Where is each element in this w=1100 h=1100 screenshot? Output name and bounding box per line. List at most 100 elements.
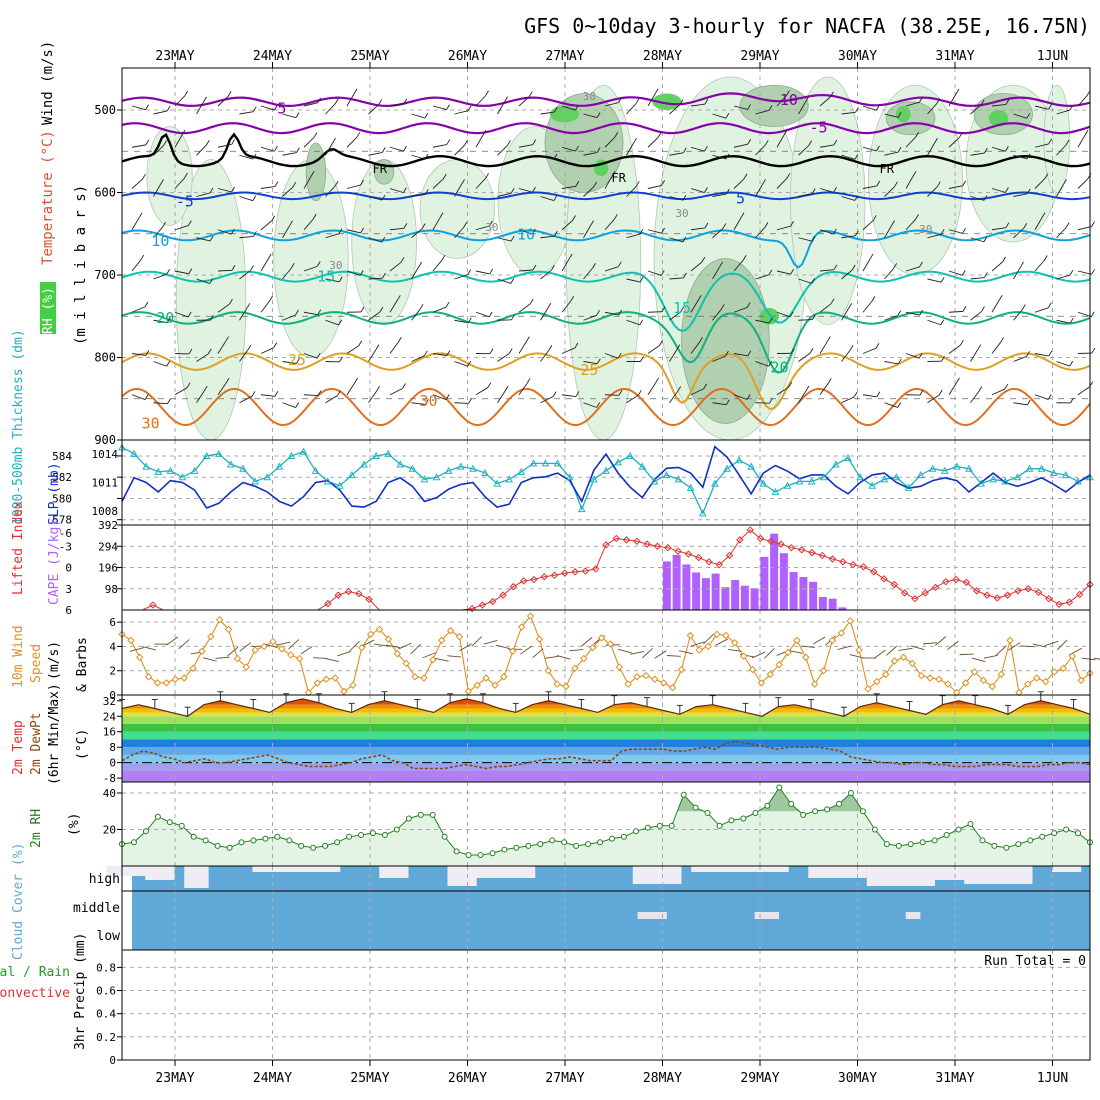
upper-wind-barb-flag: [936, 98, 941, 104]
li-ylabel-top: -6: [59, 527, 72, 540]
wind10-point: [509, 647, 517, 655]
upper-wind-barb: [1077, 178, 1089, 189]
upper-wind-barb: [647, 93, 656, 107]
thickness-point: [335, 481, 344, 489]
upper-wind-barb: [303, 394, 319, 397]
upper-wind-barb: [647, 137, 659, 148]
thickness-point: [590, 475, 598, 483]
upper-wind-barb-flag: [396, 295, 401, 301]
upper-wind-barb: [841, 308, 850, 321]
rh-label-3: 30: [919, 223, 932, 236]
upper-ylabel-600: 600: [94, 186, 116, 200]
upper-wind-barb-flag: [940, 319, 945, 325]
upper-wind-barb: [325, 142, 333, 156]
lifted-index-point: [993, 594, 1002, 602]
rh2m-point: [812, 808, 819, 815]
wind10-barb: [642, 648, 653, 659]
rh2m-point: [226, 844, 233, 851]
upper-wind-barb-flag: [786, 173, 791, 179]
rh2m-point: [800, 811, 807, 818]
upper-wind-barb-flag: [788, 381, 793, 388]
wind-ylabel-6: 6: [109, 616, 116, 629]
upper-wind-barb-flag: [875, 343, 880, 349]
upper-wind-barb-flag: [833, 187, 837, 193]
lifted-index-point: [942, 577, 950, 586]
upper-wind-barb-flag: [354, 377, 359, 384]
isotherm-label-14: 25: [288, 351, 306, 369]
lifted-index-point: [550, 571, 559, 579]
isotherm-10: [121, 229, 1091, 269]
cloud-gap-mid: [106, 866, 155, 876]
upper-wind-barb-flag: [811, 278, 816, 284]
rh-label-0: 30: [329, 259, 342, 272]
upper-wind-barb: [776, 178, 788, 189]
upper-wind-barb-flag: [313, 132, 318, 138]
thickness-point: [698, 509, 707, 517]
upper-wind-barb: [733, 217, 742, 230]
wind10-barb: [361, 639, 375, 647]
upper-wind-barb-flag: [510, 188, 515, 194]
upper-wind-barb-flag: [468, 398, 472, 404]
thickness-point: [1049, 468, 1058, 476]
wind10-barb: [556, 655, 571, 660]
upper-wind-barb-flag: [203, 385, 208, 392]
wind10-point: [544, 667, 552, 675]
gridlines: [117, 62, 1090, 1066]
upper-wind-barb-flag: [312, 213, 317, 220]
cape-bar: [760, 556, 769, 610]
upper-wind-barb-flag: [897, 146, 902, 153]
upper-wind-barb-flag: [938, 389, 943, 396]
lifted-index-point: [973, 587, 981, 595]
temp-band: [122, 731, 1090, 740]
upper-wind-barb-flag: [295, 402, 300, 408]
upper-wind-barb: [174, 387, 188, 396]
upper-wind-barb-flag: [918, 352, 923, 359]
rh-label-4: 30: [583, 90, 596, 103]
upper-wind-barb-flag: [1005, 99, 1010, 105]
temp-ylabel-24: 24: [103, 710, 117, 723]
upper-wind-barb-flag: [703, 383, 708, 390]
lifted-index-point: [324, 599, 332, 608]
lifted-index-point: [962, 578, 971, 587]
wind10-point: [260, 642, 268, 651]
wind10-point: [375, 625, 384, 634]
wind10-barb: [483, 640, 498, 645]
temp-range-bar: [1070, 699, 1077, 709]
upper-wind-barb: [475, 311, 490, 318]
upper-wind-barb-flag: [205, 139, 210, 146]
wind10-barb: [325, 657, 339, 662]
upper-wind-barb-flag: [403, 98, 408, 105]
lifted-index-point: [674, 547, 682, 555]
upper-wind-barb-flag: [747, 104, 751, 110]
upper-wind-barb: [755, 319, 770, 324]
lifted-index-point: [952, 575, 960, 584]
upper-wind-barb-flag: [855, 107, 859, 113]
wind10-point: [802, 653, 810, 662]
upper-wind-barb-flag: [1063, 179, 1067, 185]
chart-title: GFS 0~10day 3-hourly for NACFA (38.25E, …: [524, 14, 1090, 38]
upper-wind-barb-flag: [897, 358, 902, 365]
thickness-point: [735, 456, 743, 464]
isotherm-25: [121, 352, 1091, 411]
upper-wind-barb-flag: [683, 272, 687, 279]
thickness-point: [928, 464, 937, 472]
lifted-index-point: [581, 567, 590, 575]
thickness-point: [904, 483, 913, 491]
upper-wind-barb-flag: [338, 228, 343, 234]
upper-wind-barb-flag: [379, 306, 384, 313]
thickness-point: [420, 475, 429, 483]
upper-wind-barb-flag: [353, 88, 358, 95]
upper-wind-barb-flag: [160, 179, 164, 185]
upper-wind-barb: [1034, 307, 1049, 313]
upper-wind-barb: [733, 353, 748, 357]
upper-wind-barb: [1034, 178, 1046, 189]
upper-wind-barb: [518, 144, 533, 148]
upper-wind-barb: [927, 103, 938, 115]
wind10-barb: [544, 655, 559, 659]
upper-wind-barb: [970, 311, 982, 321]
upper-wind-barb: [540, 308, 549, 321]
wind10-point: [349, 681, 357, 689]
upper-wind-barb-flag: [424, 153, 429, 160]
temp-range-bar: [578, 699, 585, 709]
upper-wind-barb: [927, 394, 940, 404]
